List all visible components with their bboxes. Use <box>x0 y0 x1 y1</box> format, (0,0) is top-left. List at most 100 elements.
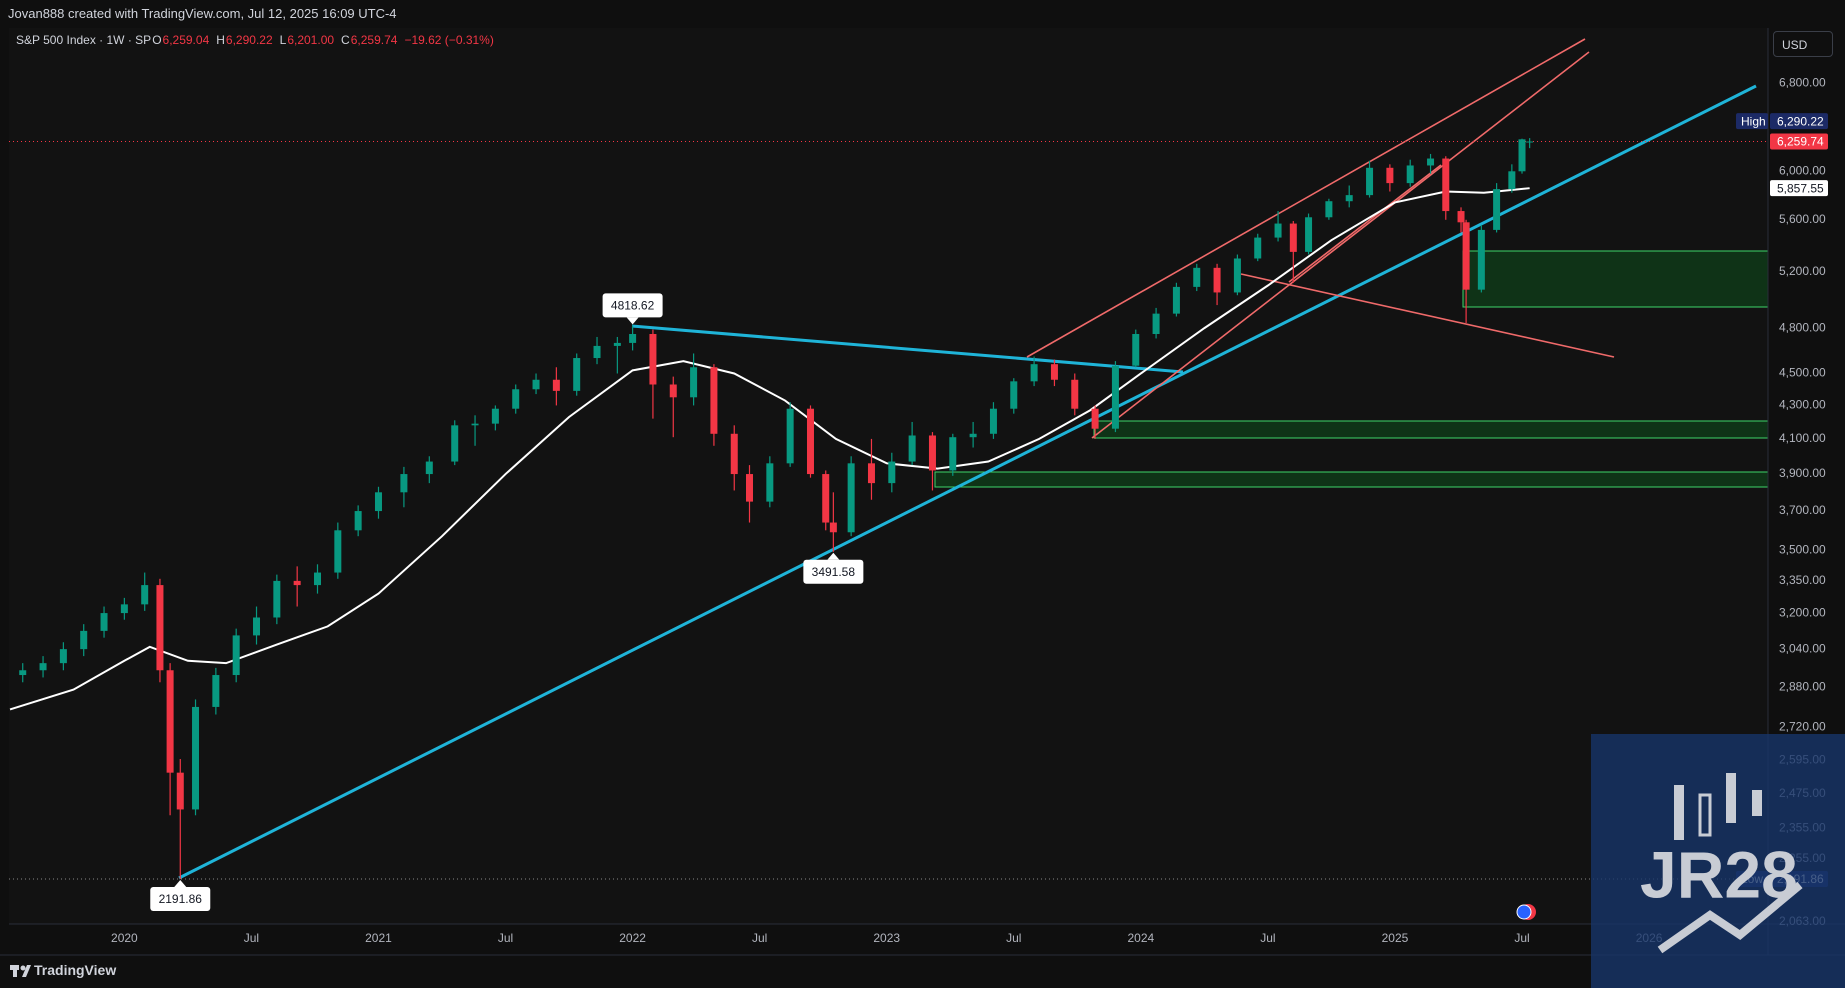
candle-body <box>1071 379 1079 409</box>
y-tick-label: 2,720.00 <box>1779 719 1826 733</box>
candle-body <box>1518 139 1526 172</box>
price-label-box <box>1770 113 1828 130</box>
candle-body <box>1427 158 1435 166</box>
watermark-icon <box>1698 793 1712 837</box>
candle-body <box>690 367 698 398</box>
legend-key: O <box>152 33 162 47</box>
moving-average <box>9 187 1530 711</box>
candle-body <box>253 617 261 636</box>
candle-body <box>512 389 520 409</box>
annotation-label: 3491.58 <box>812 565 856 579</box>
x-tick-label: 2023 <box>873 931 900 945</box>
symbol: S&P 500 Index · 1W · SP <box>16 33 152 47</box>
watermark-box <box>1591 734 1845 988</box>
candle-body <box>613 342 621 346</box>
annotation-label: 4818.62 <box>611 299 655 313</box>
candle-body <box>400 474 408 493</box>
candle-body <box>1508 171 1516 190</box>
watermark-icon <box>1674 785 1684 840</box>
candle-body <box>710 367 718 434</box>
candle-body <box>1442 158 1450 212</box>
legend-key: L <box>279 33 287 47</box>
y-tick-label: 2,880.00 <box>1779 679 1826 693</box>
candle-body <box>1305 217 1313 252</box>
x-tick-label: 2025 <box>1382 931 1409 945</box>
candle-body <box>59 649 67 664</box>
candle-body <box>1462 222 1470 290</box>
price-tag: High <box>1741 114 1766 128</box>
candle-body <box>1152 313 1160 335</box>
candle-body <box>491 408 499 424</box>
candle-body <box>552 379 560 391</box>
candle-body <box>867 463 875 484</box>
channel-line <box>1288 164 1442 283</box>
y-tick-label: 3,700.00 <box>1779 503 1826 517</box>
trend-line <box>631 324 1184 374</box>
legend-value: 6,259.74 <box>350 33 398 47</box>
x-tick-label: 2020 <box>111 931 138 945</box>
candle-body <box>806 408 814 475</box>
candle-body <box>593 345 601 359</box>
annotation-box <box>803 559 864 584</box>
y-tick-label: 3,040.00 <box>1779 641 1826 655</box>
candle-body <box>847 463 855 533</box>
candle-body <box>176 772 184 810</box>
price-label: 6,290.22 <box>1777 114 1824 128</box>
candle-body <box>192 706 200 810</box>
candle-body <box>766 463 774 502</box>
currency-button[interactable]: USD <box>1773 31 1833 57</box>
watermark: JR28 <box>1591 734 1845 988</box>
annotation-pointer <box>626 317 639 325</box>
candle-body <box>829 522 837 533</box>
price-label-box <box>1770 133 1828 150</box>
candle-body <box>908 435 916 462</box>
price-label-box <box>1770 180 1828 197</box>
candle-body <box>1345 195 1353 202</box>
candle-body <box>100 613 108 631</box>
annotation-box <box>150 887 211 912</box>
candle-body <box>532 379 540 390</box>
y-tick-label: 6,800.00 <box>1779 76 1826 90</box>
candle-body <box>1233 258 1241 293</box>
candle-body <box>1325 201 1333 218</box>
x-tick-label: 2022 <box>619 931 646 945</box>
legend-key: H <box>216 33 225 47</box>
candle-body <box>786 408 794 464</box>
legend-value: 6,259.04 <box>162 33 210 47</box>
x-tick-label: 2021 <box>365 931 392 945</box>
candle-body <box>928 435 936 471</box>
x-tick-label: Jul <box>1514 931 1529 945</box>
price-label: 5,857.55 <box>1777 181 1824 195</box>
candle-body <box>1030 364 1038 382</box>
y-tick-label: 5,600.00 <box>1779 212 1826 226</box>
candle-body <box>1111 365 1119 429</box>
drawings <box>178 38 1768 880</box>
candle-body <box>273 580 281 618</box>
legend-value: 6,201.00 <box>287 33 335 47</box>
candle-body <box>1193 267 1201 287</box>
header: Jovan888 created with TradingView.com, J… <box>8 6 397 21</box>
zone <box>934 471 1768 488</box>
x-tick-label: Jul <box>1006 931 1021 945</box>
channel-line <box>1091 51 1590 439</box>
candle-body <box>471 423 479 426</box>
x-tick-label: Jul <box>1260 931 1275 945</box>
y-tick-label: 4,800.00 <box>1779 320 1826 334</box>
watermark-icon <box>1726 773 1736 823</box>
candle-body <box>1493 189 1501 230</box>
channel-line <box>1026 38 1586 358</box>
candle-body <box>1213 267 1221 293</box>
candle-body <box>212 675 220 707</box>
candle-body <box>1172 286 1180 314</box>
annotation-pointer <box>827 552 840 560</box>
candle-body <box>969 433 977 438</box>
candle-body <box>1526 141 1534 143</box>
x-tick-label: Jul <box>498 931 513 945</box>
candle-body <box>354 511 362 531</box>
annotation-label: 2191.86 <box>159 892 203 906</box>
candle-body <box>730 433 738 475</box>
y-tick-label: 4,500.00 <box>1779 366 1826 380</box>
x-tick-label: 2024 <box>1127 931 1154 945</box>
candle-body <box>1386 167 1394 184</box>
